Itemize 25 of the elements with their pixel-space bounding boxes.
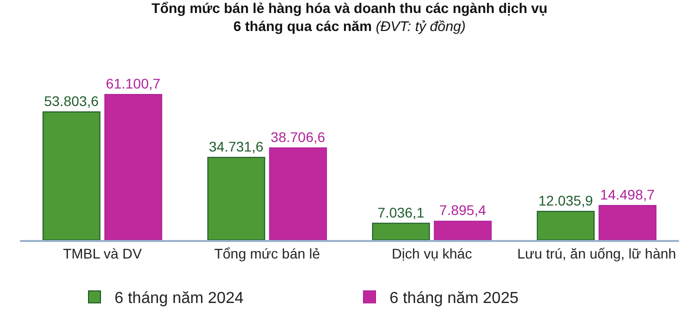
bar (269, 147, 327, 240)
x-tick-label: TMBL và DV (62, 246, 142, 262)
data-label: 61.100,7 (106, 76, 161, 92)
data-label: 7.895,4 (439, 202, 486, 218)
data-label: 53.803,6 (44, 92, 99, 109)
data-label: 34.731,6 (208, 138, 264, 154)
data-label: 14.498,7 (600, 186, 655, 202)
x-tick-label: Tổng mức bán lẻ (214, 246, 320, 262)
data-label: 7.036,1 (378, 204, 424, 220)
legend-label: 6 tháng năm 2024 (114, 290, 244, 308)
bar (536, 210, 595, 240)
bar (104, 94, 162, 240)
data-label: 38.706,6 (270, 128, 326, 145)
chart-subtitle: 6 tháng qua các năm (233, 18, 372, 34)
bar (434, 220, 492, 240)
bar (207, 156, 266, 240)
x-tick-label: Dịch vụ khác (392, 246, 472, 262)
text: (ĐVT: tỷ đồng) (376, 18, 466, 34)
chart-title: Tổng mức bán lẻ hàng hóa và doanh thu các ngành dịch vụ (152, 0, 548, 16)
bar (372, 222, 430, 240)
bar (598, 204, 656, 240)
legend-label: 6 tháng năm 2025 (390, 290, 519, 308)
x-tick-label: Lưu trú, ăn uống, lữ hành (517, 246, 676, 262)
data-label: 12.035,9 (538, 192, 594, 208)
bar (42, 111, 100, 240)
